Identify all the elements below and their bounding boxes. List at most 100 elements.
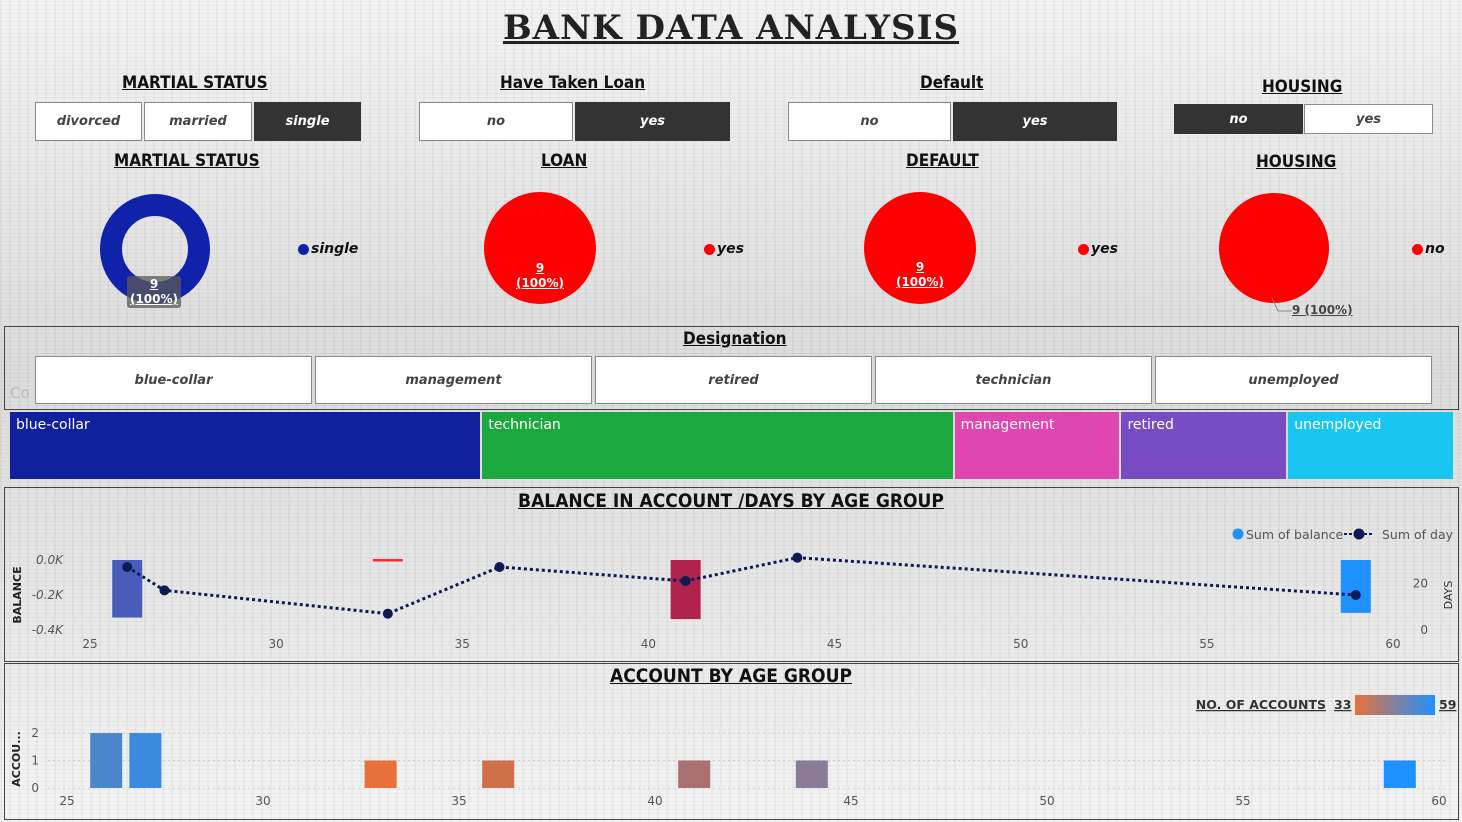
slicer-designation-blue-collar[interactable]: blue-collar bbox=[35, 356, 312, 404]
slicer-loan-no[interactable]: no bbox=[419, 102, 573, 141]
balance-legend-label[interactable]: Sum of balance bbox=[1246, 527, 1344, 542]
account-chart-panel bbox=[4, 663, 1459, 820]
account-bar[interactable] bbox=[364, 760, 397, 789]
loan-pie-pct: (100%) bbox=[515, 276, 565, 290]
default-pie-label: 9 (100%) bbox=[890, 260, 950, 290]
balance-bar[interactable] bbox=[670, 560, 701, 620]
days-y-tick: 0 bbox=[1420, 623, 1428, 637]
default-legend-label: yes bbox=[1091, 241, 1118, 257]
account-bar[interactable] bbox=[482, 760, 515, 789]
account-bar[interactable] bbox=[129, 733, 162, 788]
account-chart[interactable]: 0 1 2 25 30 35 40 45 50 55 60 ACCOU... NO. OF ACCOUN… bbox=[0, 663, 1462, 820]
days-point[interactable] bbox=[159, 585, 170, 596]
designation-header: Designation bbox=[683, 329, 787, 349]
marital-donut-label: 9 (100%) bbox=[127, 276, 181, 308]
balance-x-tick: 45 bbox=[827, 637, 842, 651]
treemap-tile-blue-collar[interactable]: blue-collar bbox=[10, 412, 481, 479]
slicer-designation-management[interactable]: management bbox=[315, 356, 592, 404]
account-x-tick: 40 bbox=[647, 794, 662, 808]
marital-legend-label: single bbox=[311, 241, 359, 257]
accounts-legend-min: 33 bbox=[1334, 697, 1351, 712]
days-point[interactable] bbox=[122, 562, 133, 572]
days-point[interactable] bbox=[382, 608, 393, 619]
housing-pie-chart[interactable] bbox=[1218, 192, 1332, 306]
loan-filter-header: Have Taken Loan bbox=[500, 73, 646, 93]
days-point[interactable] bbox=[494, 562, 505, 572]
slicer-designation-unemployed[interactable]: unemployed bbox=[1155, 356, 1432, 404]
default-pie-value: 9 bbox=[915, 260, 925, 274]
account-bar[interactable] bbox=[678, 760, 711, 789]
days-point[interactable] bbox=[792, 552, 803, 563]
balance-x-tick: 60 bbox=[1385, 637, 1400, 651]
balance-y-tick: -0.4K bbox=[32, 623, 64, 637]
loan-pie-chart[interactable] bbox=[484, 192, 598, 306]
marital-pie-header: MARTIAL STATUS bbox=[114, 151, 260, 171]
slicer-designation-technician[interactable]: technician bbox=[875, 356, 1152, 404]
default-pie-slice[interactable] bbox=[864, 192, 976, 304]
slicer-marital-single[interactable]: single bbox=[254, 102, 361, 141]
balance-x-tick: 35 bbox=[455, 637, 470, 651]
account-x-tick: 55 bbox=[1235, 794, 1250, 808]
slicer-default-yes[interactable]: yes bbox=[953, 102, 1117, 141]
default-legend-item[interactable]: yes bbox=[1078, 241, 1118, 257]
account-x-tick: 50 bbox=[1039, 794, 1054, 808]
loan-pie-label: 9 (100%) bbox=[510, 261, 570, 291]
marital-donut-value: 9 bbox=[149, 277, 159, 291]
days-legend-label[interactable]: Sum of day bbox=[1382, 527, 1454, 542]
account-y-tick: 0 bbox=[31, 781, 39, 795]
treemap-tile-unemployed[interactable]: unemployed bbox=[1288, 412, 1453, 479]
balance-legend-icon bbox=[1232, 528, 1244, 540]
treemap-tile-management[interactable]: management bbox=[954, 412, 1120, 479]
slicer-housing-yes[interactable]: yes bbox=[1304, 104, 1433, 134]
housing-legend-label: no bbox=[1425, 241, 1445, 257]
days-y-axis-label: DAYS bbox=[1442, 581, 1455, 610]
legend-dot-icon bbox=[1078, 243, 1089, 255]
accounts-legend-title: NO. OF ACCOUNTS bbox=[1196, 697, 1326, 712]
marital-donut-pct: (100%) bbox=[129, 292, 179, 306]
loan-pie-value: 9 bbox=[535, 261, 545, 275]
housing-pie-slice[interactable] bbox=[1219, 193, 1329, 303]
account-x-tick: 30 bbox=[255, 794, 270, 808]
treemap-tile-retired[interactable]: retired bbox=[1121, 412, 1287, 479]
page-title: BANK DATA ANALYSIS bbox=[502, 8, 960, 48]
slicer-marital-divorced[interactable]: divorced bbox=[35, 102, 142, 141]
marital-filter-header: MARTIAL STATUS bbox=[122, 73, 268, 93]
account-x-tick: 45 bbox=[843, 794, 858, 808]
treemap-tile-technician[interactable]: technician bbox=[482, 412, 953, 479]
account-bar[interactable] bbox=[795, 760, 828, 789]
slicer-loan-yes[interactable]: yes bbox=[575, 102, 730, 141]
slicer-housing-no[interactable]: no bbox=[1174, 104, 1303, 134]
housing-filter-header: HOUSING bbox=[1262, 77, 1343, 97]
loan-pie-slice[interactable] bbox=[484, 192, 596, 304]
days-line[interactable] bbox=[126, 556, 1356, 616]
accounts-legend-max: 59 bbox=[1439, 697, 1456, 712]
balance-bar[interactable] bbox=[1340, 560, 1371, 613]
days-point[interactable] bbox=[1350, 590, 1361, 600]
housing-legend-item[interactable]: no bbox=[1412, 241, 1445, 257]
account-bar[interactable] bbox=[90, 733, 123, 788]
loan-legend-item[interactable]: yes bbox=[704, 241, 744, 257]
balance-bar[interactable] bbox=[372, 559, 403, 562]
loan-legend-label: yes bbox=[717, 241, 744, 257]
days-point[interactable] bbox=[680, 576, 691, 586]
balance-x-tick: 50 bbox=[1013, 637, 1028, 651]
loan-pie-header: LOAN bbox=[541, 151, 588, 171]
slicer-designation-retired[interactable]: retired bbox=[595, 356, 872, 404]
slicer-marital-married[interactable]: married bbox=[144, 102, 252, 141]
account-bar[interactable] bbox=[1383, 760, 1416, 789]
account-y-tick: 1 bbox=[31, 754, 39, 768]
balance-chart[interactable]: 0.0K -0.2K -0.4K 0 20 25 30 35 40 45 50 55 60 BALANCE… bbox=[0, 487, 1462, 662]
housing-pie-label: 9 (100%) bbox=[1292, 303, 1353, 317]
default-pie-chart[interactable] bbox=[864, 192, 978, 306]
balance-y-axis-label: BALANCE bbox=[11, 566, 24, 623]
account-y-tick: 2 bbox=[31, 726, 39, 740]
balance-x-tick: 55 bbox=[1199, 637, 1214, 651]
housing-pie-header: HOUSING bbox=[1256, 152, 1337, 172]
account-chart-title: ACCOUNT BY AGE GROUP bbox=[610, 665, 852, 687]
account-x-tick: 35 bbox=[451, 794, 466, 808]
housing-leader-line bbox=[1271, 297, 1292, 312]
account-x-tick: 60 bbox=[1431, 794, 1446, 808]
slicer-default-no[interactable]: no bbox=[788, 102, 951, 141]
balance-x-tick: 25 bbox=[82, 637, 97, 651]
marital-legend-item[interactable]: single bbox=[298, 241, 358, 257]
